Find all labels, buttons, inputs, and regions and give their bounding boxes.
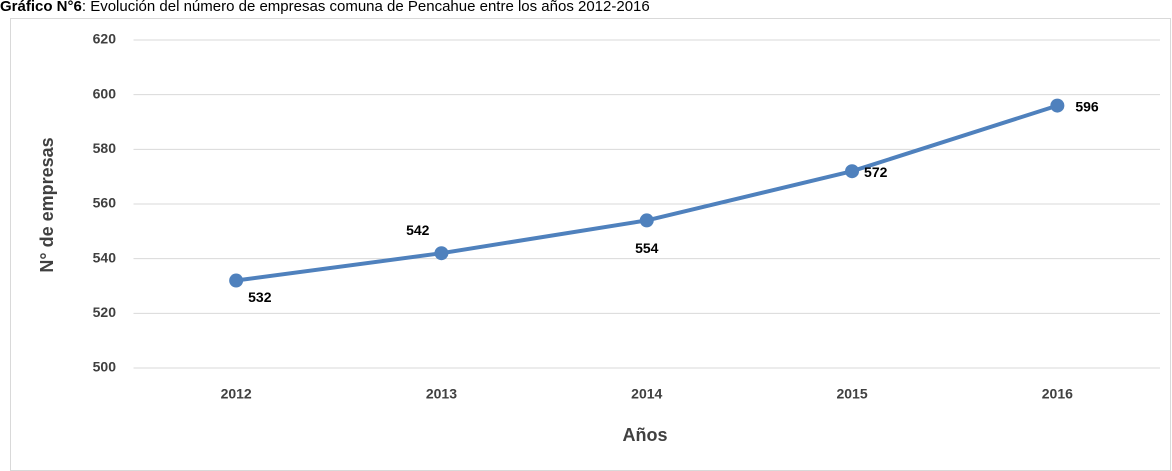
- marker: [1050, 98, 1065, 113]
- x-tick-label: 2012: [221, 386, 252, 402]
- x-tick-label: 2013: [426, 386, 457, 402]
- y-tick-label: 600: [93, 85, 117, 101]
- data-label: 542: [406, 222, 430, 238]
- x-tick-label: 2015: [836, 386, 867, 402]
- x-tick-label: 2014: [631, 386, 662, 402]
- y-tick-label: 500: [93, 359, 117, 375]
- chart-title: Gráfico N°6: Evolución del número de emp…: [0, 0, 650, 15]
- y-tick-label: 540: [93, 249, 117, 265]
- data-label: 554: [635, 240, 659, 256]
- marker: [434, 246, 449, 261]
- y-tick-label: 560: [93, 195, 117, 211]
- data-label: 596: [1075, 98, 1099, 114]
- y-tick-label: 620: [93, 31, 117, 47]
- marker: [639, 213, 654, 228]
- y-tick-label: 520: [93, 304, 117, 320]
- title-text: : Evolución del número de empresas comun…: [82, 0, 650, 15]
- y-tick-label: 580: [93, 140, 117, 156]
- chart-frame: [10, 18, 1171, 471]
- marker: [229, 273, 244, 288]
- y-axis-label: N° de empresas: [37, 137, 57, 272]
- marker: [845, 164, 860, 179]
- data-label: 572: [864, 164, 888, 180]
- title-label: Gráfico N°6: [0, 0, 82, 15]
- x-tick-label: 2016: [1042, 386, 1073, 402]
- data-label: 532: [248, 289, 272, 305]
- x-axis-label: Años: [623, 425, 668, 445]
